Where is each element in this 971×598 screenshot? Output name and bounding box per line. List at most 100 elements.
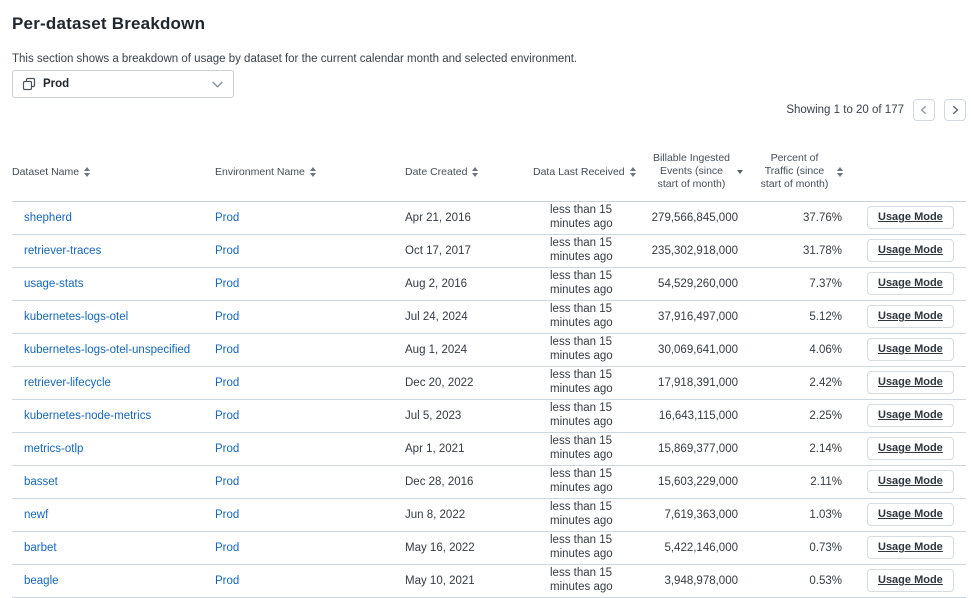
page-title: Per-dataset Breakdown [12, 14, 206, 33]
environment-link[interactable]: Prod [215, 376, 240, 389]
billable-events-cell: 54,529,260,000 [658, 277, 738, 290]
environment-link[interactable]: Prod [215, 409, 240, 422]
column-header-dataset-name[interactable]: Dataset Name [12, 143, 215, 201]
dataset-link[interactable]: shepherd [24, 211, 72, 224]
sort-descending-icon [736, 169, 743, 174]
column-header-actions [852, 143, 966, 201]
sort-icon [84, 166, 91, 177]
date-created-cell: Aug 2, 2016 [405, 277, 468, 290]
percent-traffic-cell: 2.25% [809, 409, 842, 422]
usage-mode-button[interactable]: Usage Mode [867, 305, 954, 328]
data-last-received-cell: less than 15 minutes ago [550, 401, 613, 428]
column-header-percent-of-traffic[interactable]: Percent of Traffic (since start of month… [748, 143, 852, 201]
environment-selected-value: Prod [43, 78, 70, 90]
environment-link[interactable]: Prod [215, 343, 240, 356]
table-row: metrics-otlp Prod Apr 1, 2021 less than 15 … [12, 432, 966, 465]
table-header-row: Dataset Name Environment Name Date Creat… [12, 143, 966, 201]
percent-traffic-cell: 2.14% [809, 442, 842, 455]
sort-icon [309, 166, 316, 177]
environment-link[interactable]: Prod [215, 310, 240, 323]
usage-mode-button[interactable]: Usage Mode [867, 404, 954, 427]
dataset-link[interactable]: usage-stats [24, 277, 84, 290]
dataset-link[interactable]: retriever-lifecycle [24, 376, 111, 389]
date-created-cell: Aug 1, 2024 [405, 343, 468, 356]
usage-mode-button[interactable]: Usage Mode [867, 536, 954, 559]
usage-mode-button[interactable]: Usage Mode [867, 470, 954, 493]
date-created-cell: Jun 8, 2022 [405, 508, 466, 521]
dataset-link[interactable]: newf [24, 508, 49, 521]
dataset-link[interactable]: retriever-traces [24, 244, 102, 257]
chevron-right-icon [949, 104, 961, 116]
percent-traffic-cell: 37.76% [802, 211, 842, 224]
environments-icon [22, 77, 36, 91]
dataset-link[interactable]: kubernetes-logs-otel-unspecified [24, 343, 191, 356]
prev-page-button[interactable] [913, 99, 935, 121]
data-last-received-cell: less than 15 minutes ago [550, 236, 613, 263]
sort-icon [629, 166, 636, 177]
billable-events-cell: 17,918,391,000 [658, 376, 738, 389]
table-body: shepherd Prod Apr 21, 2016 less than 15 min… [12, 201, 966, 597]
dataset-link[interactable]: beagle [24, 574, 59, 587]
percent-traffic-cell: 1.03% [809, 508, 842, 521]
sort-icon [472, 166, 479, 177]
column-header-billable-ingested-events[interactable]: Billable Ingested Events (since start of… [645, 143, 748, 201]
column-header-data-last-received[interactable]: Data Last Received [533, 143, 645, 201]
usage-mode-button[interactable]: Usage Mode [867, 503, 954, 526]
usage-mode-button[interactable]: Usage Mode [867, 371, 954, 394]
usage-mode-button[interactable]: Usage Mode [867, 338, 954, 361]
date-created-cell: May 16, 2022 [405, 541, 475, 554]
billable-events-cell: 5,422,146,000 [664, 541, 738, 554]
date-created-cell: Jul 24, 2024 [405, 310, 468, 323]
percent-traffic-cell: 2.42% [809, 376, 842, 389]
billable-events-cell: 7,619,363,000 [664, 508, 738, 521]
column-header-environment-name[interactable]: Environment Name [215, 143, 405, 201]
percent-traffic-cell: 0.53% [809, 574, 842, 587]
environment-link[interactable]: Prod [215, 211, 240, 224]
data-last-received-cell: less than 15 minutes ago [550, 500, 613, 527]
environment-link[interactable]: Prod [215, 475, 240, 488]
environment-dropdown[interactable]: Prod [12, 70, 234, 98]
dataset-link[interactable]: basset [24, 475, 58, 488]
dataset-link[interactable]: kubernetes-node-metrics [24, 409, 152, 422]
data-last-received-cell: less than 15 minutes ago [550, 467, 613, 494]
date-created-cell: Jul 5, 2023 [405, 409, 462, 422]
environment-link[interactable]: Prod [215, 277, 240, 290]
chevron-left-icon [918, 104, 930, 116]
usage-mode-button[interactable]: Usage Mode [867, 206, 954, 229]
percent-traffic-cell: 2.11% [810, 475, 842, 488]
percent-traffic-cell: 31.78% [802, 244, 842, 257]
chevron-down-icon [211, 78, 224, 91]
column-header-label: Date Created [405, 165, 468, 178]
column-header-date-created[interactable]: Date Created [405, 143, 533, 201]
table-row: kubernetes-node-metrics Prod Jul 5, 2023 le… [12, 399, 966, 432]
environment-link[interactable]: Prod [215, 244, 240, 257]
next-page-button[interactable] [944, 99, 966, 121]
data-last-received-cell: less than 15 minutes ago [550, 566, 613, 593]
environment-link[interactable]: Prod [215, 442, 240, 455]
date-created-cell: Dec 20, 2022 [405, 376, 474, 389]
dataset-link[interactable]: kubernetes-logs-otel [24, 310, 129, 323]
dataset-link[interactable]: metrics-otlp [24, 442, 84, 455]
billable-events-cell: 16,643,115,000 [658, 409, 738, 422]
date-created-cell: May 10, 2021 [405, 574, 475, 587]
usage-mode-button[interactable]: Usage Mode [867, 569, 954, 592]
percent-traffic-cell: 7.37% [809, 277, 842, 290]
data-last-received-cell: less than 15 minutes ago [550, 269, 613, 296]
column-header-label: Environment Name [215, 165, 305, 178]
percent-traffic-cell: 0.73% [809, 541, 842, 554]
environment-link[interactable]: Prod [215, 541, 240, 554]
table-row: barbet Prod May 16, 2022 less than 15 minut… [12, 531, 966, 564]
pagination-toolbar: Showing 1 to 20 of 177 [12, 99, 966, 121]
billable-events-cell: 37,916,497,000 [658, 310, 738, 323]
sort-icon [836, 166, 843, 177]
data-last-received-cell: less than 15 minutes ago [550, 368, 613, 395]
table-row: shepherd Prod Apr 21, 2016 less than 15 min… [12, 201, 966, 234]
environment-link[interactable]: Prod [215, 574, 240, 587]
table-row: retriever-lifecycle Prod Dec 20, 2022 less … [12, 366, 966, 399]
usage-mode-button[interactable]: Usage Mode [867, 239, 954, 262]
usage-mode-button[interactable]: Usage Mode [867, 272, 954, 295]
dataset-link[interactable]: barbet [24, 541, 57, 554]
environment-link[interactable]: Prod [215, 508, 240, 521]
usage-mode-button[interactable]: Usage Mode [867, 437, 954, 460]
